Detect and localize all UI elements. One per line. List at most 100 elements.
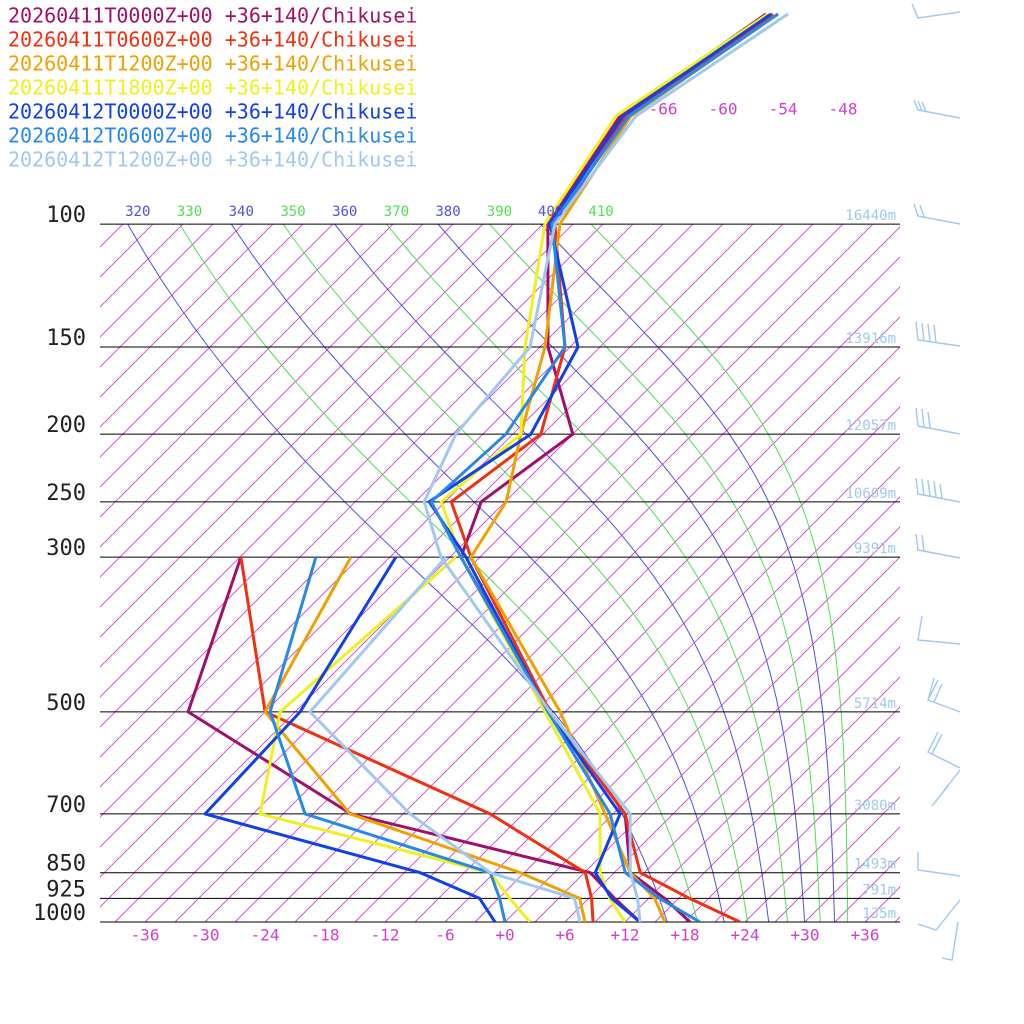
theta-e-label: 350 [280,204,305,220]
wind-barb [913,203,961,225]
y-tick-label: 700 [46,793,86,818]
theta-e-label: 410 [588,204,613,220]
theta-e-line [386,224,788,922]
x-tick-label: -36 [131,926,160,945]
x-tick-label: -12 [371,926,400,945]
y-tick-label: 300 [46,536,86,561]
temperature-line [439,12,769,922]
isotherm [714,736,900,922]
dewpoint-line [308,556,582,922]
isotherm [100,224,364,488]
isotherm [864,886,900,922]
wind-barb [915,477,961,503]
theta-e-line [540,224,835,922]
y-tick-label: 850 [46,852,86,877]
isotherm [654,676,900,922]
dewpoint-line [186,556,642,922]
isotherm-label: -54 [769,99,798,118]
theta-e-label: 340 [229,204,254,220]
wind-barb [927,677,961,713]
isotherm [174,224,874,922]
wind-barb [931,769,961,807]
dewpoint-line [239,556,595,922]
isotherm [804,826,900,922]
theta-e-label: 320 [125,204,150,220]
isotherm [354,376,900,922]
y-tick-label: 200 [46,413,86,438]
isotherm [100,224,514,638]
dewpoint-line [203,556,497,922]
isotherm [100,224,484,608]
x-tick-label: -18 [311,926,340,945]
isotherm [100,224,394,518]
height-label: 1493m [854,857,896,873]
height-label: 3080m [854,798,896,814]
legend-entry: 20260411T0000Z+00 +36+140/Chikusei [8,4,417,28]
height-label: 9391m [854,541,896,557]
isotherm [234,256,900,922]
legend-entry: 20260411T1200Z+00 +36+140/Chikusei [8,52,417,76]
isotherm [444,466,900,922]
temperature-line [422,12,789,922]
wind-barb [911,3,961,19]
theta-e-label: 380 [435,204,460,220]
theta-e-line [489,224,821,922]
x-tick-label: -30 [191,926,220,945]
theta-e-label: 330 [177,204,202,220]
y-tick-label: 100 [46,203,86,228]
isotherm [624,646,900,922]
wind-barb [913,99,961,119]
isotherm [100,224,424,548]
legend-entry: 20260412T0000Z+00 +36+140/Chikusei [8,100,417,124]
isotherm [684,706,900,922]
legend-entry: 20260411T1800Z+00 +36+140/Chikusei [8,76,417,100]
theta-e-line [127,224,668,922]
height-label: 5714m [854,696,896,712]
theta-e-label: 400 [538,204,563,220]
height-label: 135m [862,906,896,922]
isotherm-label: -66 [649,99,678,118]
isotherm [384,406,900,922]
wind-barb [915,321,961,347]
profiles [186,12,789,922]
y-tick-label: 500 [46,691,86,716]
isotherm [100,224,574,698]
wind-barb [917,852,961,877]
isotherm [100,224,544,668]
y-tick-label: 150 [46,326,86,351]
isotherm [594,616,900,922]
wind-barb [917,615,961,645]
isotherm [100,224,664,788]
legend-entry: 20260412T0600Z+00 +36+140/Chikusei [8,124,417,148]
isotherm [414,436,900,922]
x-tick-label: +24 [731,926,760,945]
height-label: 12057m [845,418,896,434]
isotherm [534,556,900,922]
x-tick-label: +18 [671,926,700,945]
x-tick-label: +12 [611,926,640,945]
wind-barb [915,533,961,559]
isotherm [100,224,754,878]
x-tick-label: +0 [495,926,514,945]
y-tick-label: 250 [46,481,86,506]
isotherm [100,224,694,818]
wind-barbs [911,3,961,961]
legend-entry: 20260412T1200Z+00 +36+140/Chikusei [8,148,417,172]
wind-barb [941,921,959,961]
height-label: 791m [862,882,896,898]
isotherm [100,224,604,728]
dewpoint-line [258,555,532,922]
isotherm [894,916,900,922]
isotherm-label: -60 [709,99,738,118]
isotherm [834,856,900,922]
isotherm [100,224,454,578]
dewpoint-line [268,556,507,922]
y-tick-label: 1000 [33,901,86,926]
isotherm [100,224,784,908]
isotherm [0,14,3,922]
isotherm [264,286,900,922]
isotherm [324,346,900,922]
legend-entry: 20260411T0600Z+00 +36+140/Chikusei [8,28,417,52]
x-tick-label: +36 [851,926,880,945]
x-tick-label: +6 [555,926,574,945]
